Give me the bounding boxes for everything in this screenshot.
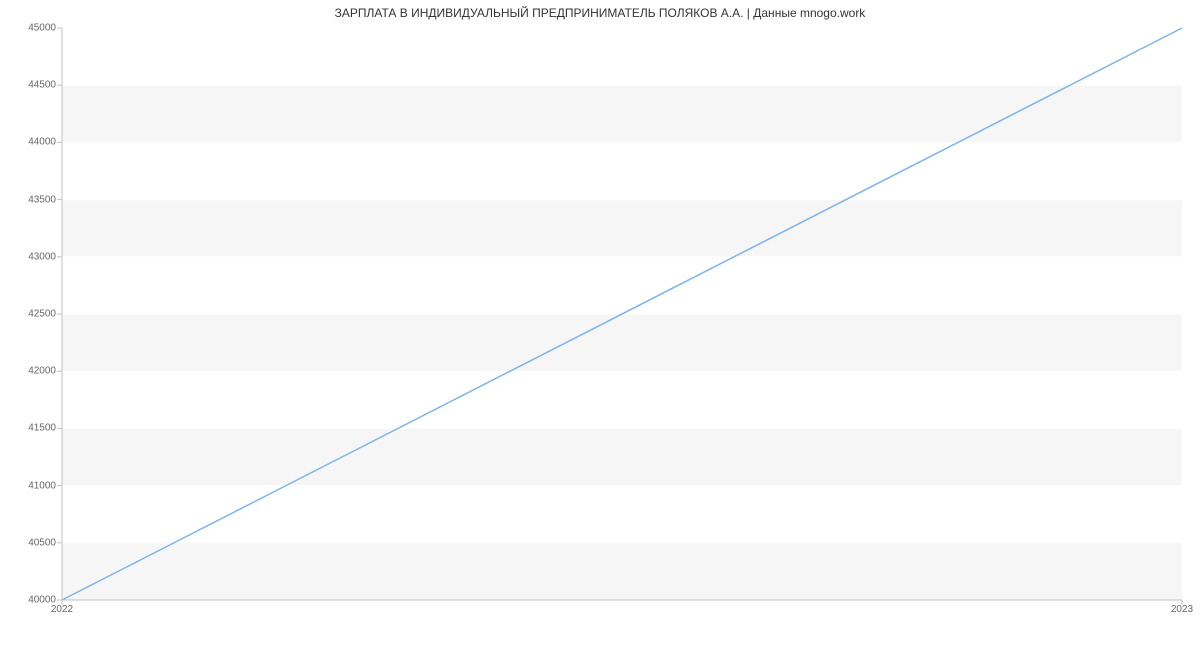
- y-tick-label: 40500: [6, 537, 56, 548]
- y-tick-label: 41500: [6, 423, 56, 434]
- y-tick-label: 42000: [6, 366, 56, 377]
- chart-container: ЗАРПЛАТА В ИНДИВИДУАЛЬНЫЙ ПРЕДПРИНИМАТЕЛ…: [0, 0, 1200, 650]
- y-tick-label: 42500: [6, 309, 56, 320]
- plot-svg: [62, 28, 1182, 600]
- y-tick-label: 43500: [6, 194, 56, 205]
- y-tick-label: 45000: [6, 23, 56, 34]
- y-tick-label: 44500: [6, 80, 56, 91]
- chart-title: ЗАРПЛАТА В ИНДИВИДУАЛЬНЫЙ ПРЕДПРИНИМАТЕЛ…: [0, 6, 1200, 20]
- plot-area: [62, 28, 1182, 600]
- x-tick-label: 2022: [51, 604, 73, 615]
- y-tick-label: 44000: [6, 137, 56, 148]
- y-tick-label: 40000: [6, 595, 56, 606]
- y-tick-label: 43000: [6, 251, 56, 262]
- y-tick-label: 41000: [6, 480, 56, 491]
- x-tick-label: 2023: [1171, 604, 1193, 615]
